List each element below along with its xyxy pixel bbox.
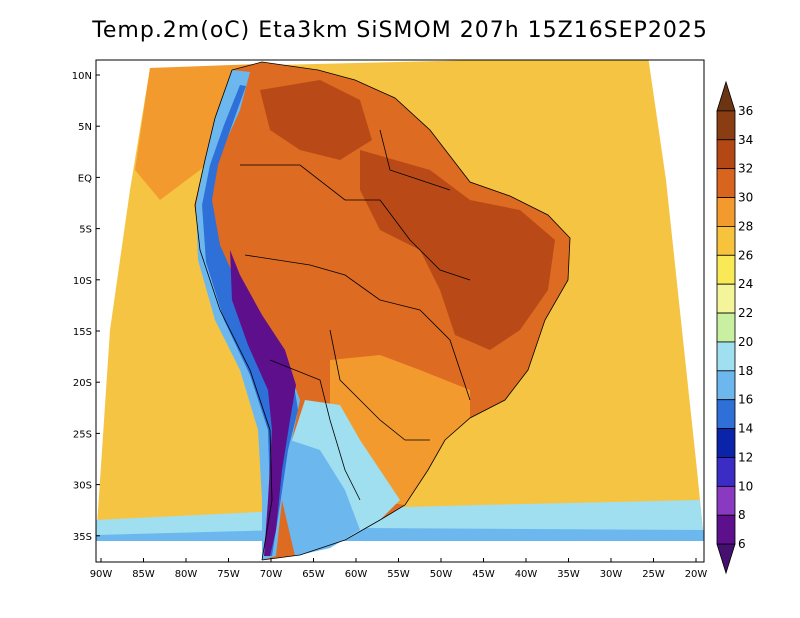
southern-cooler-band xyxy=(96,528,704,541)
land-patagonia-cold xyxy=(282,440,360,556)
colorbar-cell xyxy=(716,283,736,314)
lat-label: 35S xyxy=(73,532,92,543)
colorbar-cell xyxy=(716,110,736,141)
map-title: Temp.2m(oC) Eta3km SiSMOM 207h 15Z16SEP2… xyxy=(92,18,708,43)
colorbar-label: 8 xyxy=(738,508,746,522)
lat-label: 25S xyxy=(73,429,92,440)
land-very-hot xyxy=(360,150,555,350)
lon-label: 70W xyxy=(260,569,283,580)
colorbar-label: 24 xyxy=(738,277,753,291)
colorbar-arrow-bottom xyxy=(716,543,736,575)
colorbar-cell xyxy=(716,312,736,343)
colorbar-label: 12 xyxy=(738,450,753,464)
colorbar-label: 16 xyxy=(738,393,753,407)
colorbar-cell xyxy=(716,399,736,429)
lat-label: 10S xyxy=(73,276,92,287)
lon-label: 30W xyxy=(600,569,623,580)
lat-label: 30S xyxy=(73,481,92,492)
lat-label: 5S xyxy=(79,225,92,236)
map-frame xyxy=(95,59,705,563)
lat-label: EQ xyxy=(78,173,92,184)
colorbar-cell xyxy=(716,139,736,170)
lon-label: 55W xyxy=(387,569,410,580)
colorbar-cell xyxy=(716,168,736,198)
longitude-axis: 90W 85W 80W 75W 70W 65W 60W 55W 50W 45W 40W 35W 30W 2… xyxy=(90,558,708,580)
lon-label: 25W xyxy=(642,569,665,580)
colorbar-label: 6 xyxy=(738,537,746,551)
land-very-hot-north xyxy=(260,80,372,160)
colorbar-label: 36 xyxy=(738,104,753,118)
colorbar-cell xyxy=(716,514,736,545)
lon-label: 45W xyxy=(472,569,495,580)
lat-label: 10N xyxy=(72,71,92,82)
colorbar-cell xyxy=(716,457,736,487)
country-borders xyxy=(194,61,571,561)
colorbar-cell xyxy=(716,428,736,458)
colorbar-arrow-top xyxy=(716,80,736,112)
colorbar-label: 20 xyxy=(738,335,753,349)
andes-coldest xyxy=(230,250,296,556)
colorbar-label: 14 xyxy=(738,422,753,436)
colorbar-label: 30 xyxy=(738,191,753,205)
colorbar-label: 22 xyxy=(738,306,753,320)
colorbar: 36 34 32 30 28 26 24 22 20 18 16 14 12 10 8 6 xyxy=(716,80,753,575)
lon-label: 65W xyxy=(302,569,325,580)
lon-label: 80W xyxy=(175,569,198,580)
colorbar-label: 26 xyxy=(738,248,753,262)
colorbar-label: 32 xyxy=(738,162,753,176)
lon-label: 85W xyxy=(132,569,155,580)
lon-label: 20W xyxy=(685,569,708,580)
colorbar-cell xyxy=(716,226,736,256)
colorbar-label: 34 xyxy=(738,133,753,147)
colorbar-cell xyxy=(716,341,736,372)
lon-label: 40W xyxy=(515,569,538,580)
colorbar-label: 18 xyxy=(738,364,753,378)
colorbar-label: 10 xyxy=(738,479,753,493)
lat-label: 5N xyxy=(78,122,92,133)
colorbar-cell xyxy=(716,254,736,285)
lon-label: 60W xyxy=(345,569,368,580)
latitude-axis: 10N 5N EQ 5S 10S 15S 20S 25S 30S 35S xyxy=(72,71,100,543)
colorbar-label: 28 xyxy=(738,219,753,233)
colorbar-cell xyxy=(716,370,736,401)
colorbar-cell xyxy=(716,197,736,227)
lon-label: 75W xyxy=(217,569,240,580)
lat-label: 15S xyxy=(73,327,92,338)
lon-label: 35W xyxy=(557,569,580,580)
lat-label: 20S xyxy=(73,378,92,389)
colorbar-cell xyxy=(716,485,736,516)
lon-label: 50W xyxy=(430,569,453,580)
lon-label: 90W xyxy=(90,569,113,580)
